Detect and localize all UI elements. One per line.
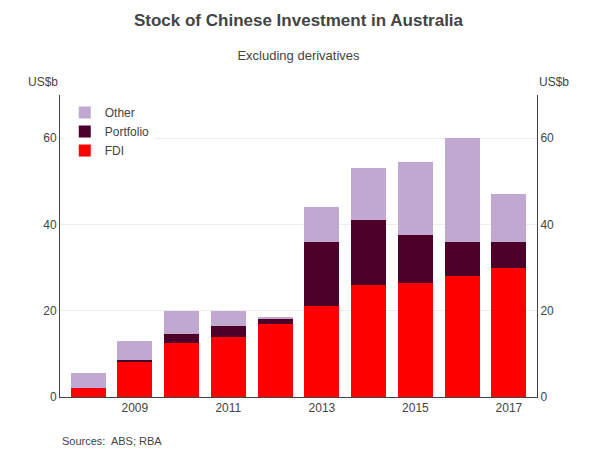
svg-text:FDI: FDI [105, 144, 124, 158]
svg-text:2015: 2015 [402, 401, 429, 415]
svg-text:Portfolio: Portfolio [105, 125, 149, 139]
svg-text:20: 20 [540, 304, 554, 318]
svg-text:60: 60 [43, 131, 57, 145]
svg-text:2013: 2013 [309, 401, 336, 415]
svg-text:Other: Other [105, 106, 135, 120]
svg-text:Sources: ABS; RBA: Sources: ABS; RBA [62, 435, 162, 447]
svg-text:2017: 2017 [496, 401, 523, 415]
svg-text:Stock of Chinese Investment in: Stock of Chinese Investment in Australia [134, 11, 464, 30]
svg-text:40: 40 [540, 218, 554, 232]
svg-text:2011: 2011 [215, 401, 241, 415]
svg-text:US$b: US$b [539, 75, 569, 89]
svg-text:40: 40 [43, 218, 57, 232]
svg-text:60: 60 [540, 131, 554, 145]
svg-text:0: 0 [540, 390, 547, 404]
svg-text:0: 0 [50, 390, 57, 404]
svg-text:US$b: US$b [28, 75, 58, 89]
svg-text:2009: 2009 [121, 401, 148, 415]
svg-text:Excluding derivatives: Excluding derivatives [237, 48, 360, 63]
svg-text:20: 20 [43, 304, 57, 318]
